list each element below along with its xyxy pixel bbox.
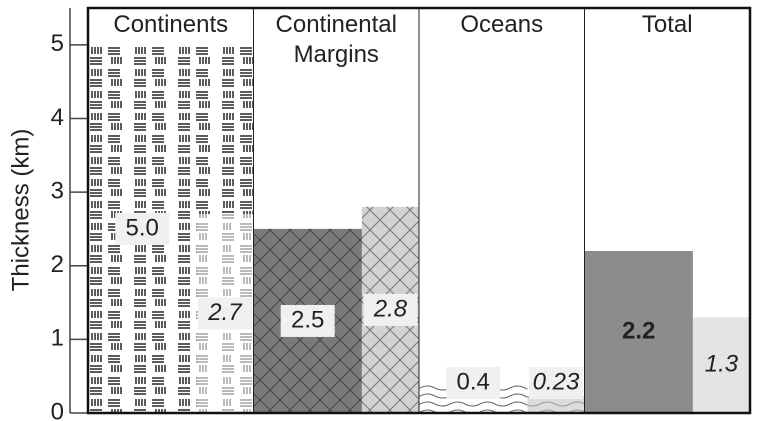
value-label: 2.2	[622, 317, 655, 344]
category-label: Continental Margins	[257, 10, 415, 70]
value-label-bg	[115, 212, 170, 245]
y-axis-label: Thickness (km)	[7, 129, 34, 292]
bar	[692, 317, 750, 413]
value-label: 2.5	[291, 306, 324, 333]
value-label-bg	[280, 304, 335, 337]
value-label-bg	[446, 367, 501, 399]
value-label: 2.8	[373, 295, 408, 322]
bar	[584, 251, 693, 413]
category-label: Oceans	[423, 10, 581, 40]
y-tick-label: 4	[51, 104, 64, 131]
value-label: 2.7	[207, 299, 243, 326]
value-label-bg	[528, 367, 583, 399]
category-label-box: Continental Margins	[257, 10, 415, 70]
value-label-bg	[363, 293, 418, 326]
y-tick-label: 2	[51, 251, 64, 278]
value-label: 0.4	[457, 368, 490, 395]
value-label: 0.23	[533, 368, 580, 395]
bar-pattern	[527, 396, 585, 413]
category-label-box: Oceans	[423, 10, 581, 40]
y-tick-label: 3	[51, 177, 64, 204]
category-label: Total	[588, 10, 746, 40]
value-label: 5.0	[126, 214, 159, 241]
y-tick-label: 5	[51, 30, 64, 57]
y-tick-label: 1	[51, 325, 64, 352]
category-label-box: Continents	[92, 10, 250, 40]
category-label-box: Total	[588, 10, 746, 40]
category-label: Continents	[92, 10, 250, 40]
y-tick-label: 0	[51, 398, 64, 421]
plot-frame	[86, 6, 752, 415]
value-label-bg	[197, 297, 252, 330]
value-label: 1.3	[705, 350, 739, 377]
